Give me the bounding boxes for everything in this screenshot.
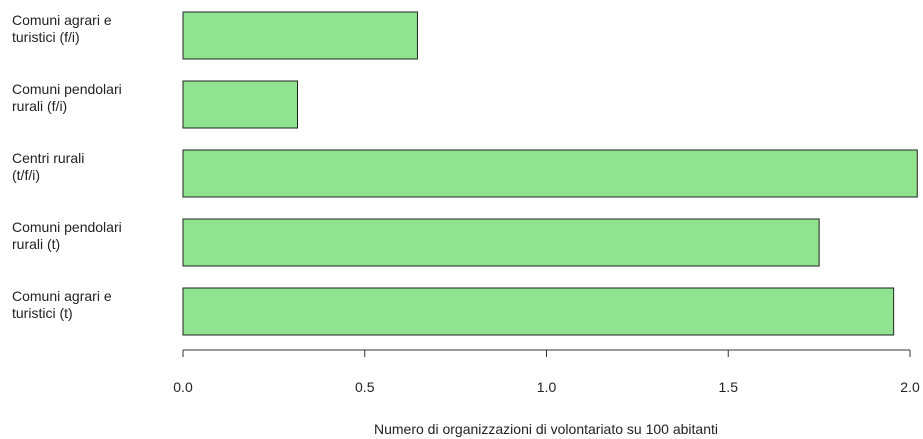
bar: [182, 287, 895, 336]
x-tick-label: 0.5: [355, 379, 375, 395]
x-tick-label: 1.0: [537, 379, 557, 395]
x-axis-title: Numero di organizzazioni di volontariato…: [374, 421, 718, 437]
category-label: Comuni pendolari rurali (t): [12, 219, 122, 252]
category-label: Comuni pendolari rurali (f/i): [12, 81, 122, 114]
x-tick-label: 2.0: [900, 379, 920, 395]
category-label-line: Comuni pendolari: [12, 219, 122, 235]
category-label-line: rurali (f/i): [12, 98, 67, 114]
category-label: Centri rurali (t/f/i): [12, 150, 84, 183]
category-label-line: turistici (f/i): [12, 29, 80, 45]
x-axis: 0.0 0.5 1.0 1.5 2.0: [173, 349, 920, 395]
category-labels: Comuni agrari e turistici (f/i)Comuni pen…: [12, 12, 122, 321]
x-tick-label: 0.0: [173, 379, 193, 395]
category-label: Comuni agrari e turistici (t): [12, 288, 112, 321]
bars: [182, 11, 918, 336]
category-label-line: (t/f/i): [12, 167, 40, 183]
bar: [182, 149, 918, 198]
category-label-line: turistici (t): [12, 305, 73, 321]
category-label-line: Comuni pendolari: [12, 81, 122, 97]
category-label: Comuni agrari e turistici (f/i): [12, 12, 112, 45]
category-label-line: rurali (t): [12, 236, 60, 252]
bar: [182, 80, 299, 129]
category-label-line: Centri rurali: [12, 150, 84, 166]
bar: [182, 218, 820, 267]
x-tick-label: 1.5: [719, 379, 739, 395]
bar: [182, 11, 418, 60]
category-label-line: Comuni agrari e: [12, 288, 112, 304]
category-label-line: Comuni agrari e: [12, 12, 112, 28]
